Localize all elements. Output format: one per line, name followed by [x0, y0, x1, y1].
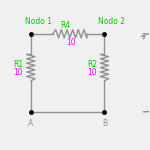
Text: 10: 10: [14, 68, 23, 77]
Text: 10: 10: [87, 68, 97, 77]
Text: Nodo 1: Nodo 1: [25, 17, 52, 26]
Text: 10: 10: [66, 38, 76, 47]
Text: R1: R1: [13, 60, 23, 69]
Text: R2: R2: [87, 60, 97, 69]
Text: Nodo 2: Nodo 2: [98, 17, 125, 26]
Text: A: A: [28, 119, 33, 128]
Text: R4: R4: [60, 21, 70, 30]
Text: B: B: [102, 119, 107, 128]
